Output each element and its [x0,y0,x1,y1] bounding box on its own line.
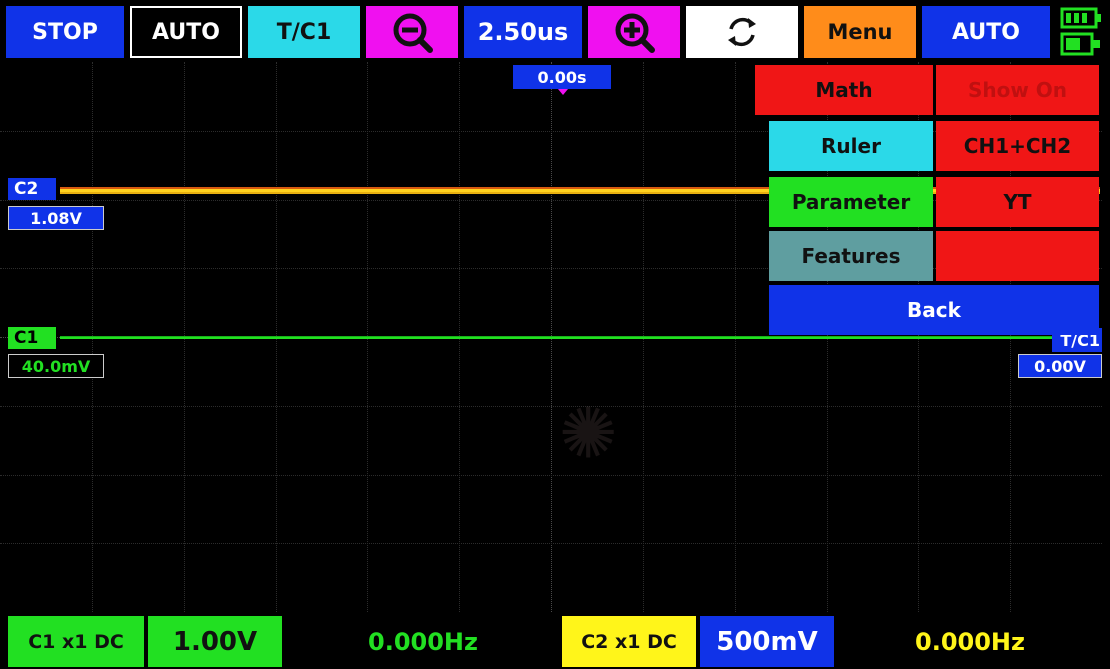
battery-icon [1060,7,1101,56]
ch2-volts-div-button[interactable]: 500mV [700,616,834,667]
ch1-offset-label: 40.0mV [8,354,104,378]
ch2-tag[interactable]: C2 [8,178,56,200]
ch1-tag[interactable]: C1 [8,327,56,349]
menu-panel: Math Show On Ruler CH1+CH2 Parameter YT … [755,62,1102,337]
ch1-ch2-button[interactable]: CH1+CH2 [936,121,1099,171]
back-button[interactable]: Back [769,285,1099,335]
zoom-out-icon [393,13,433,53]
auto-mode-button[interactable]: AUTO [922,6,1050,58]
grid-line-horizontal [0,543,1102,544]
features-button[interactable]: Features [769,231,933,281]
timebase-button[interactable]: 2.50us [464,6,582,58]
stop-button[interactable]: STOP [6,6,124,58]
ch2-frequency: 0.000Hz [838,616,1102,667]
menu-button[interactable]: Menu [804,6,916,58]
features-value-button[interactable] [936,231,1099,281]
refresh-button[interactable] [686,6,798,58]
grid-line-horizontal [0,475,1102,476]
battery-status [1056,6,1104,58]
zoom-in-icon [615,13,655,53]
bottom-status-bar: C1 x1 DC 1.00V 0.000Hz C2 x1 DC 500mV 0.… [0,612,1110,669]
time-offset-label: 0.00s [513,65,611,89]
grid-line-horizontal [0,406,1102,407]
trigger-level-label: 0.00V [1018,354,1102,378]
parameter-button[interactable]: Parameter [769,177,933,227]
ruler-button[interactable]: Ruler [769,121,933,171]
ch1-trace [60,337,1100,339]
refresh-icon [728,17,756,47]
ch1-volts-div-button[interactable]: 1.00V [148,616,282,667]
yt-button[interactable]: YT [936,177,1099,227]
ch2-offset-label: 1.08V [8,206,104,230]
grid-line-horizontal [0,200,1102,201]
show-on-button[interactable]: Show On [936,65,1099,115]
grid-line-horizontal [0,268,1102,269]
watermark: ✺ [539,383,640,483]
ch2-coupling-button[interactable]: C2 x1 DC [562,616,696,667]
math-button[interactable]: Math [755,65,933,115]
zoom-out-button[interactable] [366,6,458,58]
top-toolbar: STOP AUTO T/C1 2.50us Menu AUTO [0,0,1110,62]
ch1-frequency: 0.000Hz [288,616,558,667]
zoom-in-button[interactable] [588,6,680,58]
ch2-trace [60,189,1100,192]
trigger-source-button[interactable]: T/C1 [248,6,360,58]
ch1-coupling-button[interactable]: C1 x1 DC [8,616,144,667]
trigger-position-marker [558,89,568,95]
grid-line-horizontal [0,131,1102,132]
waveform-display[interactable]: 0.00s C2 1.08V C1 40.0mV T/C1 0.00V ✺ Ma… [0,62,1110,612]
auto-button[interactable]: AUTO [130,6,242,58]
